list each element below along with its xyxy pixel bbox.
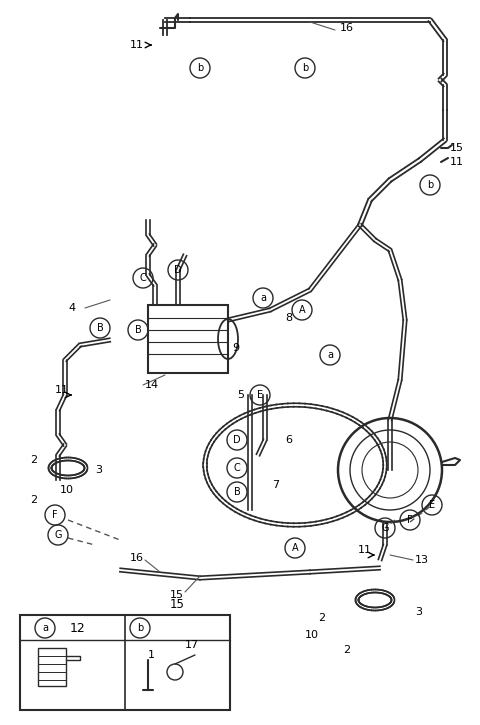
Text: 15: 15	[170, 599, 185, 611]
Text: 2: 2	[343, 645, 350, 655]
Text: a: a	[260, 293, 266, 303]
Text: D: D	[233, 435, 241, 445]
Text: B: B	[96, 323, 103, 333]
Text: 11: 11	[358, 545, 372, 555]
Bar	[20, 615, 230, 710]
Bar	[38, 648, 66, 686]
Text: C: C	[140, 273, 146, 283]
Text: 15: 15	[450, 143, 464, 153]
Text: 9: 9	[232, 343, 239, 353]
Bar	[148, 305, 228, 373]
Text: 11: 11	[55, 385, 69, 395]
Text: a: a	[327, 350, 333, 360]
Text: b: b	[137, 623, 143, 633]
Text: 16: 16	[130, 553, 144, 563]
Text: a: a	[42, 623, 48, 633]
Text: 4: 4	[68, 303, 75, 313]
Text: b: b	[302, 63, 308, 73]
Text: F: F	[407, 515, 413, 525]
Text: b: b	[427, 180, 433, 190]
Text: E: E	[429, 500, 435, 510]
Text: A: A	[292, 543, 298, 553]
Text: 6: 6	[285, 435, 292, 445]
Text: 12: 12	[70, 621, 86, 634]
Text: F: F	[52, 510, 58, 520]
Text: 13: 13	[415, 555, 429, 565]
Text: 10: 10	[305, 630, 319, 640]
Text: 16: 16	[340, 23, 354, 33]
Text: 8: 8	[285, 313, 292, 323]
Text: 7: 7	[272, 480, 279, 490]
Text: 1: 1	[148, 650, 155, 660]
Text: 2: 2	[30, 455, 37, 465]
Text: G: G	[381, 523, 389, 533]
Text: B: B	[134, 325, 142, 335]
Text: A: A	[299, 305, 305, 315]
Text: b: b	[197, 63, 203, 73]
Text: D: D	[174, 265, 182, 275]
Text: 2: 2	[30, 495, 37, 505]
Text: G: G	[54, 530, 62, 540]
Text: 14: 14	[145, 380, 159, 390]
Text: 3: 3	[95, 465, 102, 475]
Text: 5: 5	[237, 390, 244, 400]
Text: 17: 17	[185, 640, 199, 650]
Text: B: B	[234, 487, 240, 497]
Text: 11: 11	[450, 157, 464, 167]
Text: 2: 2	[318, 613, 325, 623]
Text: C: C	[234, 463, 240, 473]
Text: 10: 10	[60, 485, 74, 495]
Text: 11: 11	[130, 40, 144, 50]
Text: E: E	[257, 390, 263, 400]
Text: 15: 15	[170, 590, 184, 600]
Text: 3: 3	[415, 607, 422, 617]
